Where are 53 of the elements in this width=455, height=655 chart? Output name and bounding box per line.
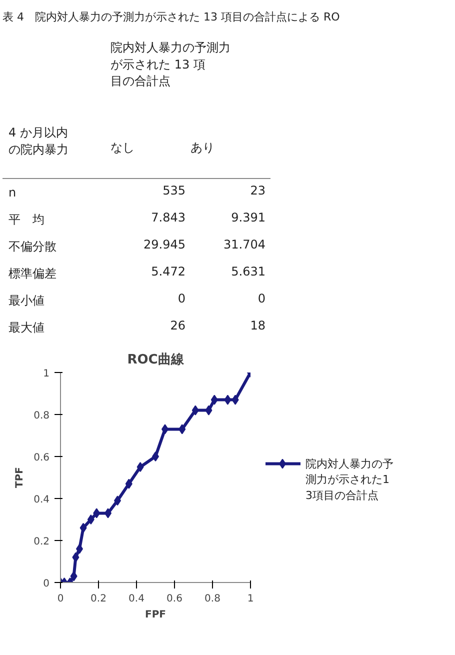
text: 表 4 院内対人暴力の予測力が示された 13 項目の合計点による RO bbox=[2, 10, 340, 24]
data-label: 18 bbox=[250, 318, 266, 332]
y-tick-label: 0.2 bbox=[34, 536, 50, 548]
y-axis-title: TPF bbox=[14, 467, 26, 488]
y-tick-label: 0 bbox=[43, 578, 50, 590]
point bbox=[72, 552, 80, 562]
point bbox=[224, 394, 232, 405]
point bbox=[192, 405, 199, 416]
y-tick-label: 0.4 bbox=[34, 494, 50, 506]
data-label: 0 bbox=[258, 292, 266, 306]
point bbox=[125, 478, 132, 489]
x-tick-label: 0.2 bbox=[90, 594, 106, 604]
x-tick-label: 0.8 bbox=[204, 594, 220, 604]
point bbox=[136, 462, 144, 472]
text: 4 か月以内の院内暴力 bbox=[8, 126, 68, 156]
data-label: 29.945 bbox=[144, 238, 186, 252]
chart-title: ROC曲線 bbox=[127, 352, 185, 368]
point bbox=[232, 394, 239, 405]
data-label: 0 bbox=[178, 292, 186, 306]
x-tick-label: 1 bbox=[247, 594, 254, 604]
category-label: 最小値 bbox=[8, 294, 44, 308]
x-tick-label: 0 bbox=[57, 594, 64, 604]
data-label: 5.631 bbox=[231, 264, 266, 278]
category-label: 不偏分散 bbox=[8, 240, 56, 254]
point bbox=[87, 514, 94, 524]
data-label: 26 bbox=[170, 318, 186, 332]
y-tick-label: 0.6 bbox=[34, 452, 50, 464]
point bbox=[210, 394, 218, 405]
point bbox=[70, 571, 78, 582]
point bbox=[80, 522, 87, 533]
data-label: 23 bbox=[250, 184, 266, 198]
data-label: 7.843 bbox=[151, 210, 186, 224]
text: あり bbox=[190, 140, 214, 154]
x-tick-label: 0.4 bbox=[128, 594, 144, 604]
point bbox=[152, 452, 159, 462]
category-label: n bbox=[8, 186, 16, 200]
category-label: 標準偏差 bbox=[8, 266, 56, 280]
text: なし bbox=[110, 140, 134, 154]
point bbox=[205, 405, 212, 416]
y-tick-label: 0.8 bbox=[34, 410, 50, 422]
text: 院内対人暴力の予測力が示された 13 項目の合計点 bbox=[110, 40, 230, 88]
point bbox=[93, 508, 100, 518]
legend-label: 院内対人暴力の予測力が示された13項目の合計点 bbox=[306, 458, 394, 502]
data-label: 535 bbox=[162, 184, 186, 198]
x-axis-title: FPF bbox=[145, 610, 166, 620]
data-label: 31.704 bbox=[224, 238, 266, 252]
data-label: 5.472 bbox=[151, 264, 186, 278]
category-label: 平 均 bbox=[8, 212, 44, 226]
x-tick-label: 0.6 bbox=[166, 594, 182, 604]
data-label: 9.391 bbox=[231, 210, 266, 224]
category-label: 最大値 bbox=[8, 320, 44, 334]
y-tick-label: 1 bbox=[43, 368, 50, 380]
point bbox=[178, 424, 186, 434]
